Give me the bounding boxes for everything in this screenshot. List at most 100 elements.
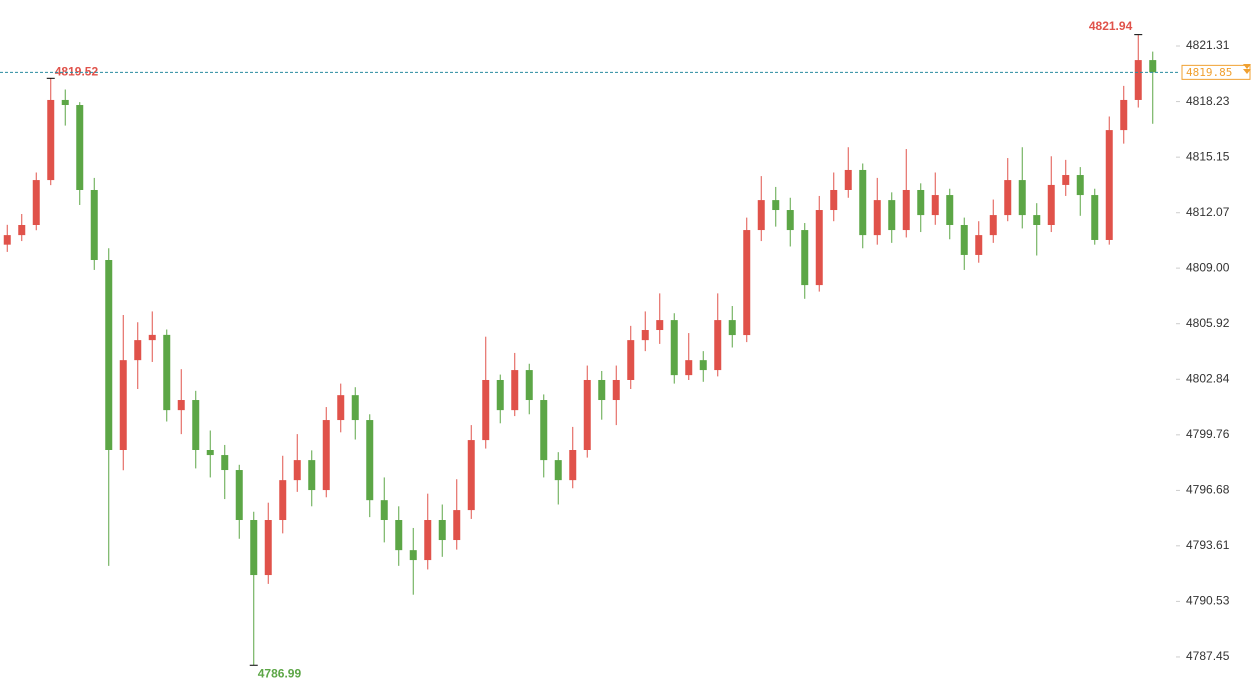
candle-body	[1004, 180, 1012, 216]
candle-body	[786, 210, 794, 231]
candle-body	[380, 500, 388, 521]
candle-body	[351, 395, 359, 421]
price-label: 4819.85	[1186, 66, 1232, 79]
candle-body	[888, 200, 896, 231]
candle-body	[844, 169, 852, 190]
candle-body	[467, 440, 475, 511]
candle-body	[801, 230, 809, 286]
candle-body	[685, 360, 693, 376]
candle-body	[409, 550, 417, 561]
candle-body	[525, 370, 533, 401]
candle-body	[250, 520, 258, 576]
candle-body	[554, 460, 562, 481]
y-tick-label: 4805.92	[1186, 316, 1230, 330]
candle-body	[1033, 215, 1041, 226]
candle-body	[18, 225, 26, 236]
candle-body	[424, 520, 432, 561]
candle-body	[496, 379, 504, 411]
y-tick-label: 4802.84	[1186, 371, 1230, 385]
candle-body	[163, 334, 171, 411]
candle-body	[569, 450, 577, 481]
y-tick-label: 4793.61	[1186, 538, 1230, 552]
high-label: 4821.94	[1089, 19, 1133, 33]
candle-body	[975, 235, 983, 255]
candle-body	[540, 400, 548, 461]
plot-area	[0, 0, 1175, 699]
candle-body	[728, 320, 736, 336]
candle-body	[279, 480, 287, 521]
candle-body	[641, 330, 649, 341]
candle-body	[830, 189, 838, 211]
y-tick-label: 4821.31	[1186, 38, 1230, 52]
candle-body	[815, 210, 823, 286]
candle-body	[1018, 180, 1026, 216]
candle-body	[902, 189, 910, 231]
candle-body	[206, 450, 214, 456]
candle-body	[438, 520, 446, 541]
candle-body	[714, 320, 722, 371]
candle-body	[960, 225, 968, 255]
candle-body	[859, 169, 867, 236]
candle-body	[221, 455, 229, 471]
candle-body	[453, 510, 461, 541]
y-tick-label: 4809.00	[1186, 260, 1230, 274]
candle-body	[148, 334, 156, 341]
candle-body	[366, 420, 374, 501]
candle-body	[134, 340, 142, 361]
candle-body	[322, 420, 330, 491]
candle-body	[3, 235, 11, 245]
candle-body	[47, 99, 55, 181]
candle-body	[192, 400, 200, 451]
high-label: 4819.52	[55, 64, 99, 78]
candle-body	[1091, 195, 1099, 240]
candle-body	[235, 470, 243, 521]
candle-body	[293, 460, 301, 481]
candle-body	[177, 400, 185, 411]
candle-body	[583, 379, 591, 451]
candle-body	[76, 105, 84, 190]
candle-body	[1134, 60, 1142, 100]
candle-body	[670, 320, 678, 376]
candle-body	[105, 260, 113, 451]
candle-body	[772, 200, 780, 211]
y-tick-label: 4787.45	[1186, 649, 1230, 663]
candle-body	[61, 99, 69, 106]
candle-body	[395, 520, 403, 551]
y-tick-label: 4818.23	[1186, 94, 1230, 108]
candle-body	[757, 200, 765, 231]
candle-body	[743, 230, 751, 336]
candle-body	[1149, 60, 1157, 73]
price-box	[1181, 64, 1251, 80]
y-tick-label: 4790.53	[1186, 594, 1230, 608]
candle-body	[32, 180, 40, 226]
candle-body	[511, 370, 519, 411]
candle-body	[1062, 175, 1070, 185]
candle-body	[1076, 175, 1084, 196]
price-arrow	[1243, 64, 1251, 74]
y-tick-label: 4799.76	[1186, 427, 1230, 441]
candle-body	[931, 195, 939, 216]
candle-body	[989, 215, 997, 236]
candle-body	[264, 520, 272, 576]
candle-body	[1105, 130, 1113, 240]
candle-body	[1120, 99, 1128, 131]
candle-body	[627, 340, 635, 380]
candle-body	[337, 395, 345, 421]
candle-body	[90, 189, 98, 261]
candle-body	[873, 200, 881, 236]
low-label: 4786.99	[258, 666, 302, 680]
y-tick-label: 4796.68	[1186, 483, 1230, 497]
candle-body	[917, 189, 925, 216]
candle-body	[612, 379, 620, 401]
candle-body	[946, 195, 954, 226]
candle-body	[656, 320, 664, 331]
candle-body	[598, 379, 606, 401]
candle-body	[1047, 184, 1055, 226]
candle-body	[699, 360, 707, 371]
candle-body	[482, 379, 490, 441]
candle-body	[308, 460, 316, 491]
y-tick-label: 4812.07	[1186, 205, 1230, 219]
candle-body	[119, 360, 127, 451]
y-tick-label: 4815.15	[1186, 149, 1230, 163]
